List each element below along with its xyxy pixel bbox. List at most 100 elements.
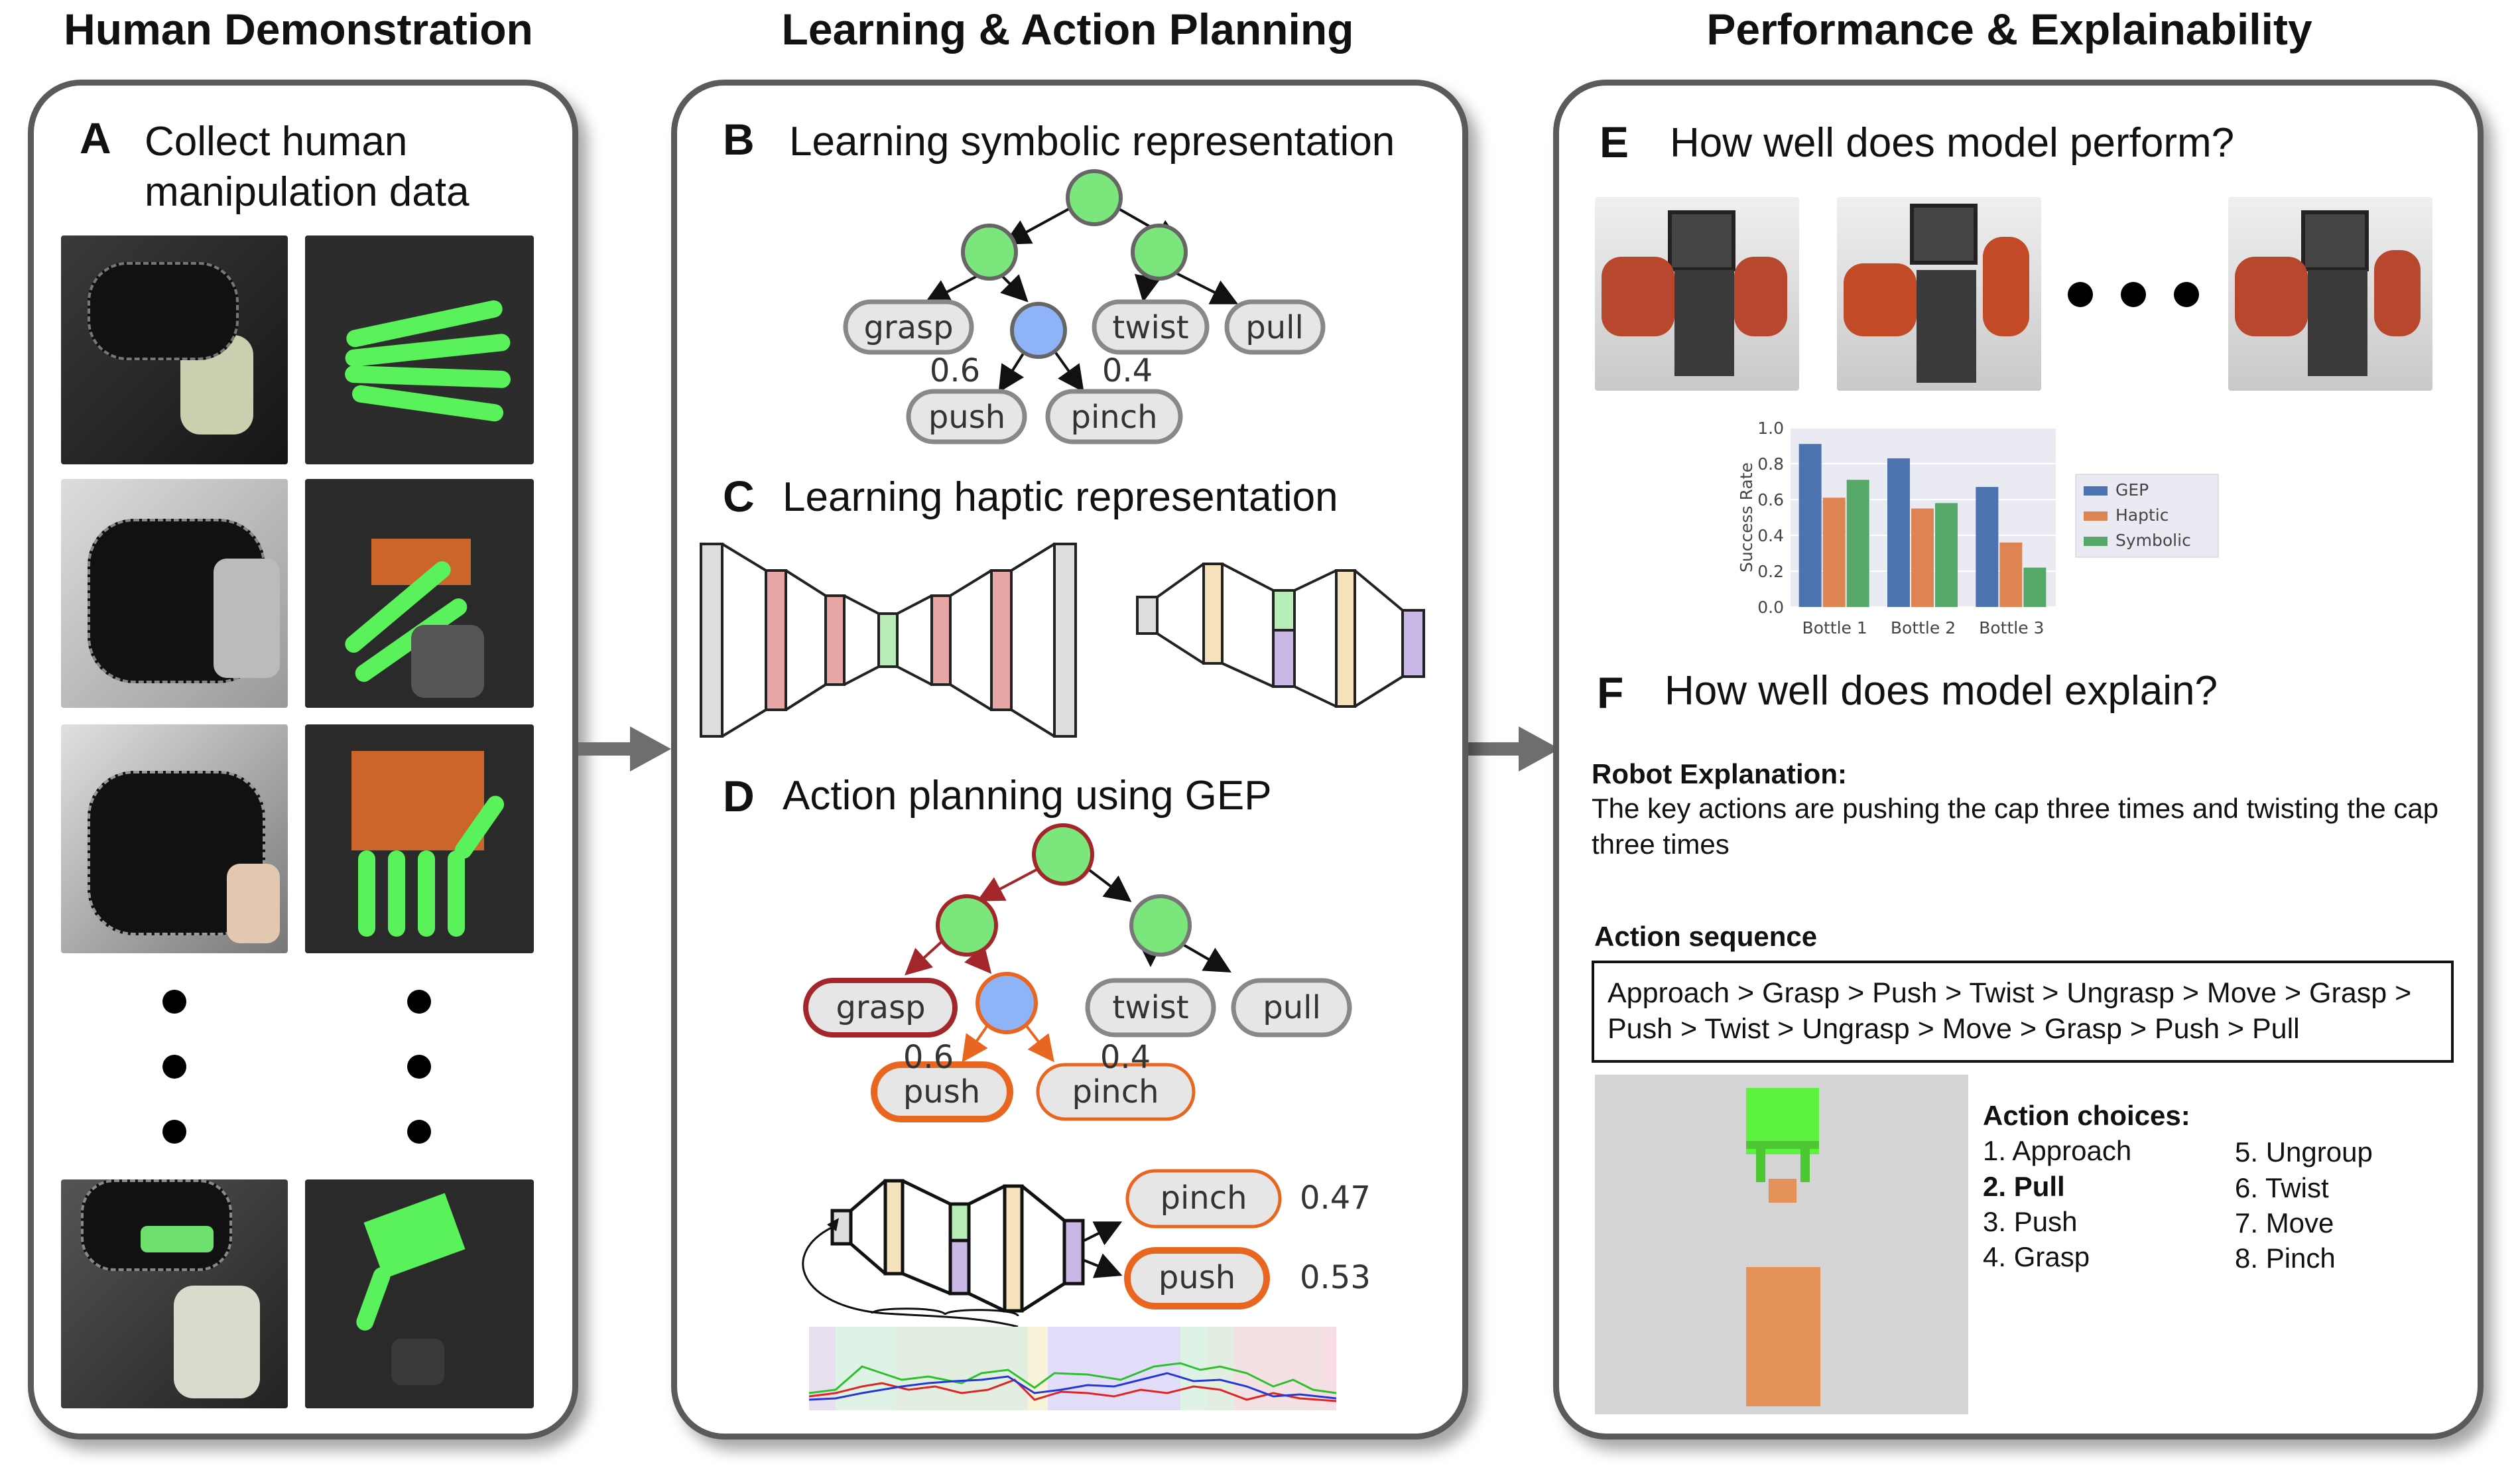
gep-prob-left: 0.6 [903,1039,954,1076]
y-tick-label: 0.6 [1757,490,1784,509]
action-choice-8: 8. Pinch [2235,1242,2336,1274]
action-choices-heading: Action choices: [1983,1100,2190,1131]
robot-photo-3 [2228,197,2432,391]
legend-swatch [2084,537,2108,546]
output-pinch-label: pinch [1160,1179,1247,1217]
panel-learning [671,80,1468,1440]
ellipsis-dot [2121,282,2146,307]
node-push: push [928,399,1005,436]
action-choice-1: 1. Approach [1983,1135,2132,1166]
panel-b-title: Learning symbolic representation [789,119,1395,165]
explanation-heading: Robot Explanation: [1592,758,1847,789]
panel-a-title-line2: manipulation data [145,169,470,215]
panel-letter-b: B [723,115,755,164]
simulation-view [1595,1075,1968,1414]
symbolic-tree-b: grasp twist pull push pinch 0.6 0.4 [843,169,1326,444]
gep-node-grasp: grasp [836,989,925,1026]
virtual-hand-4 [305,1179,534,1408]
gep-node-pinch: pinch [1072,1073,1159,1110]
y-tick-label: 0.0 [1757,598,1784,617]
gep-planning-tree: grasp twist pull push pinch 0.6 0.4 [803,823,1352,1122]
output-push-label: push [1159,1259,1235,1296]
action-choice-2: 2. Pull [1983,1171,2065,1202]
panel-a-title-line1: Collect human [145,119,408,165]
action-choice-3: 3. Push [1983,1206,2078,1237]
action-sequence-box: Approach > Grasp > Push > Twist > Ungras… [1592,961,2454,1063]
bar-gep [1976,487,1999,607]
node-pinch: pinch [1070,399,1157,436]
legend-label: Haptic [2115,505,2169,525]
y-axis-label: Success Rate [1737,462,1756,572]
panel-letter-a: A [80,113,111,163]
panel-d-title: Action planning using GEP [783,773,1272,819]
action-sequence-heading: Action sequence [1594,921,1818,952]
x-tick-label: Bottle 2 [1891,618,1956,637]
action-choice-6: 6. Twist [2235,1172,2329,1203]
column-title-human-demonstration: Human Demonstration [64,5,533,54]
arrow-a-to-middle [578,726,671,771]
ellipsis-dot [407,1120,431,1144]
panel-letter-d: D [723,771,755,821]
panel-e-title: How well does model perform? [1670,120,2235,166]
action-choice-5: 5. Ungroup [2235,1136,2373,1168]
glove-photo-3 [61,724,288,953]
bottle-cap [1769,1179,1796,1203]
ellipsis-dot [162,990,186,1014]
output-pinch-value: 0.47 [1300,1179,1371,1217]
ellipsis-dot [407,1055,431,1079]
panel-f-title: How well does model explain? [1665,668,2218,714]
bar-haptic [1999,542,2023,607]
legend-label: GEP [2115,480,2149,500]
bar-gep [1887,458,1910,607]
action-choice-7: 7. Move [2235,1207,2334,1239]
action-choice-4: 4. Grasp [1983,1241,2090,1272]
success-rate-chart: 0.0 0.2 0.4 0.6 0.8 1.0 Success Rate Bottle 1 Bo… [1737,419,2219,637]
gep-prob-right: 0.4 [1100,1039,1151,1076]
bottle-body [1746,1267,1820,1406]
y-tick-label: 1.0 [1757,419,1784,438]
bar-symbolic [2023,567,2047,607]
node-grasp: grasp [863,309,953,346]
legend-label: Symbolic [2115,531,2191,550]
arrow-middle-to-right [1467,726,1560,771]
node-twist: twist [1112,309,1188,346]
gep-node-twist: twist [1112,989,1188,1026]
gep-haptic-network: pinch push 0.47 0.53 [802,1169,1371,1328]
glove-photo-4 [61,1179,288,1408]
virtual-hand-2 [305,479,534,708]
robot-photo-2 [1837,197,2041,391]
panel-letter-c: C [723,472,755,521]
haptic-autoencoder-diagram [700,543,1425,738]
virtual-hand-1 [305,235,534,464]
gep-node-push: push [903,1073,980,1110]
column-title-learning: Learning & Action Planning [781,5,1354,54]
node-pull: pull [1245,309,1304,346]
panel-c-title: Learning haptic representation [783,474,1338,520]
legend-swatch [2084,486,2108,496]
virtual-hand-3 [305,724,534,953]
bar-symbolic [1935,503,1958,607]
glove-photo-1 [61,235,288,464]
output-push-value: 0.53 [1300,1259,1371,1296]
y-tick-label: 0.4 [1757,526,1784,545]
y-tick-label: 0.2 [1757,562,1784,581]
bar-symbolic [1846,480,1869,607]
ellipsis-dot [407,990,431,1014]
x-tick-label: Bottle 3 [1979,618,2044,637]
prob-left: 0.6 [930,352,980,389]
column-title-performance: Performance & Explainability [1706,5,2312,54]
legend-swatch [2084,511,2108,521]
gep-node-pull: pull [1263,989,1321,1026]
panel-letter-e: E [1600,117,1629,167]
ellipsis-dot [2068,282,2093,307]
panel-letter-f: F [1597,668,1624,717]
bar-haptic [1822,498,1846,607]
robot-photo-1 [1595,197,1799,391]
x-tick-label: Bottle 1 [1802,618,1867,637]
glove-photo-2 [61,479,288,708]
bar-gep [1798,444,1822,607]
haptic-signal-plot [808,1327,1337,1410]
explanation-text: The key actions are pushing the cap thre… [1592,793,2439,860]
ellipsis-dot [162,1120,186,1144]
ellipsis-dot [162,1055,186,1079]
